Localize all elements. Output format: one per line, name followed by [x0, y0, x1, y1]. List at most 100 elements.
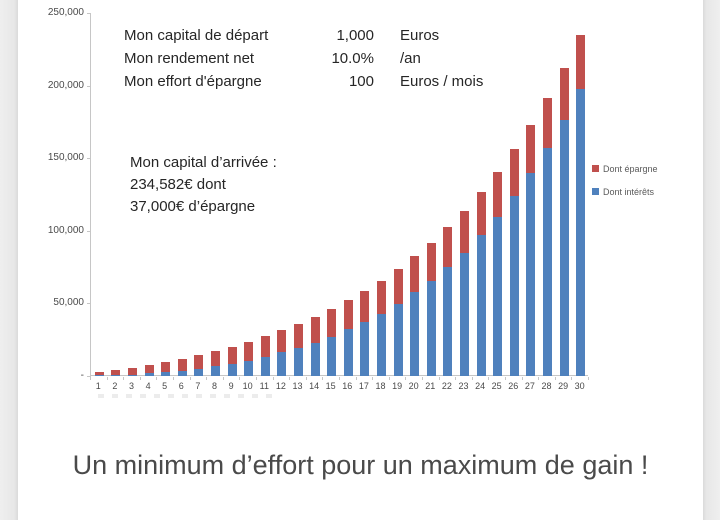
- x-axis-tick: [388, 377, 390, 380]
- y-axis-tick-label: 100,000: [47, 224, 84, 236]
- bar-segment-epargne: [94, 372, 104, 375]
- stacked-bar: [211, 351, 220, 376]
- stacked-bar: [360, 291, 370, 376]
- x-axis-tick-label: 1: [95, 381, 101, 391]
- y-axis-tick-label: 200,000: [47, 79, 84, 91]
- x-axis-tick-label: 8: [211, 381, 217, 391]
- result-line-1: Mon capital d’arrivée :: [130, 154, 277, 171]
- stacked-bar: [327, 309, 337, 376]
- legend-entry: Dont épargne: [592, 163, 658, 174]
- stacked-bar: [94, 372, 104, 376]
- x-axis-tick: [289, 377, 291, 380]
- x-axis-tick-label: 18: [375, 381, 386, 391]
- bar-segment-interets: [360, 322, 370, 376]
- bar-segment-interets: [294, 348, 303, 376]
- x-axis-tick-label: 2: [112, 381, 118, 391]
- x-axis-tick: [355, 377, 357, 380]
- assumption-label: Mon effort d'épargne: [124, 73, 262, 90]
- x-axis-tick: [272, 377, 274, 380]
- bar-segment-interets: [543, 148, 552, 376]
- assumption-label: Mon capital de départ: [124, 27, 269, 44]
- bar-segment-interets: [526, 173, 536, 376]
- x-axis-tick: [471, 377, 473, 380]
- x-axis-tick-label: 14: [309, 381, 320, 391]
- stacked-bar: [161, 362, 171, 376]
- stacked-bar: [111, 370, 121, 376]
- x-axis-tick: [322, 377, 324, 380]
- stacked-bar: [443, 227, 453, 376]
- bar-segment-epargne: [410, 256, 420, 292]
- x-axis-tick-label: 21: [425, 381, 436, 391]
- plot-area: [90, 13, 588, 376]
- stacked-bar: [493, 172, 503, 376]
- bar-segment-interets: [177, 371, 187, 376]
- bar-segment-interets: [443, 267, 453, 376]
- bar-segment-interets: [161, 372, 171, 376]
- bar-segment-epargne: [360, 291, 370, 322]
- x-axis-tick-label: 20: [408, 381, 419, 391]
- y-axis-tick: [87, 85, 91, 87]
- y-axis-tick: [87, 230, 91, 232]
- y-axis-tick-label: -: [80, 370, 84, 381]
- x-axis-tick-label: 23: [458, 381, 469, 391]
- x-axis-tick-label: 28: [541, 381, 552, 391]
- bar-segment-epargne: [260, 336, 270, 357]
- assumptions-table: Mon capital de départ 1,000 Euros Mon rende…: [124, 24, 483, 93]
- legend-entry: Dont intérêts: [592, 186, 658, 197]
- assumption-value: 100: [348, 73, 374, 90]
- legend-label: Dont épargne: [603, 163, 658, 174]
- x-axis-tick: [90, 377, 91, 380]
- bar-segment-interets: [343, 329, 353, 376]
- x-axis-tick-label: 22: [441, 381, 452, 391]
- bar-segment-epargne: [509, 149, 519, 196]
- bar-segment-interets: [310, 343, 320, 376]
- bar-segment-epargne: [476, 192, 486, 235]
- x-axis-tick: [156, 377, 158, 380]
- bar-segment-interets: [227, 364, 237, 376]
- x-axis-tick: [488, 377, 490, 380]
- capital-growth-chart: Mon capital de départ 1,000 Euros Mon rende…: [18, 0, 703, 405]
- assumption-unit: Euros: [400, 27, 440, 44]
- stacked-bar: [476, 192, 486, 376]
- bar-segment-epargne: [543, 98, 552, 148]
- x-axis-tick-label: 13: [292, 381, 303, 391]
- x-axis-tick-label: 19: [392, 381, 403, 391]
- x-axis-tick-label: 26: [508, 381, 519, 391]
- x-axis-tick-label: 30: [574, 381, 585, 391]
- bar-segment-interets: [476, 235, 486, 376]
- bar-segment-interets: [493, 217, 503, 376]
- stacked-bar: [227, 347, 237, 376]
- bar-segment-epargne: [343, 300, 353, 329]
- x-axis-tick: [538, 377, 540, 380]
- document-page: Mon capital de départ 1,000 Euros Mon rende…: [18, 0, 703, 520]
- x-axis-tick-label: 6: [178, 381, 184, 391]
- stacked-bar: [144, 365, 154, 376]
- x-axis-tick-label: 4: [145, 381, 151, 391]
- bar-segment-epargne: [244, 342, 254, 361]
- bar-segment-epargne: [177, 359, 187, 371]
- legend-label: Dont intérêts: [603, 186, 655, 197]
- x-axis-tick: [405, 377, 407, 380]
- stacked-bar: [294, 324, 303, 376]
- bar-segment-epargne: [493, 172, 503, 217]
- assumption-row: Mon rendement net 10.0% /an: [124, 47, 483, 70]
- bar-segment-interets: [410, 292, 420, 376]
- x-axis-tick: [438, 377, 440, 380]
- stacked-bar: [310, 317, 320, 376]
- x-axis-tick: [505, 377, 506, 380]
- bar-segment-epargne: [327, 309, 337, 337]
- x-axis-tick-label: 5: [162, 381, 168, 391]
- bar-segment-interets: [260, 357, 270, 376]
- bar-segment-epargne: [377, 281, 386, 314]
- legend-swatch-epargne-icon: [592, 165, 599, 172]
- y-axis-tick: [87, 303, 91, 305]
- bar-segment-epargne: [277, 330, 287, 352]
- bar-segment-interets: [144, 373, 154, 376]
- x-axis-tick: [256, 377, 257, 380]
- x-axis-tick-label: 24: [475, 381, 486, 391]
- bar-segment-interets: [576, 89, 586, 376]
- faded-footnote-text: [98, 394, 274, 398]
- bar-segment-interets: [277, 352, 287, 376]
- bar-segment-interets: [194, 369, 204, 376]
